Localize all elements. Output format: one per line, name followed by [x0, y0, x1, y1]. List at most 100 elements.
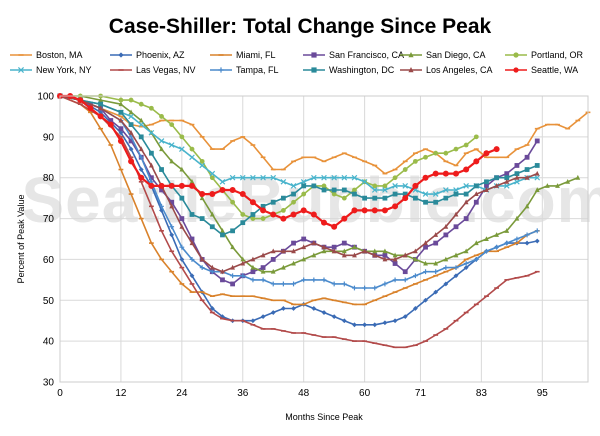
data-point	[372, 195, 378, 201]
data-point	[229, 186, 236, 193]
data-point	[138, 174, 145, 181]
x-tick-label: 24	[176, 388, 188, 399]
data-point	[534, 170, 540, 176]
data-point	[300, 207, 307, 214]
data-point	[260, 314, 266, 320]
data-point	[118, 52, 124, 58]
data-point	[178, 182, 185, 189]
data-point	[402, 314, 408, 320]
data-point	[220, 277, 225, 283]
data-point	[128, 146, 134, 152]
data-point	[443, 265, 449, 270]
data-point	[524, 232, 530, 238]
data-point	[463, 261, 469, 266]
data-point	[158, 182, 165, 189]
data-point	[189, 179, 195, 184]
data-point	[311, 67, 317, 73]
data-point	[443, 256, 449, 262]
data-point	[159, 203, 164, 209]
y-tick-label: 100	[37, 92, 54, 103]
data-point	[250, 277, 256, 283]
data-point	[423, 240, 428, 246]
data-point	[189, 240, 195, 246]
data-point	[280, 215, 287, 222]
data-point	[473, 240, 479, 246]
data-point	[442, 170, 449, 177]
data-point	[392, 318, 398, 324]
data-point	[169, 158, 175, 164]
series-san-diego-ca	[57, 93, 581, 274]
data-point	[138, 167, 144, 172]
x-tick-label: 83	[476, 388, 488, 399]
data-point	[219, 178, 226, 185]
data-point	[493, 146, 500, 153]
data-point	[311, 183, 317, 189]
data-point	[169, 224, 175, 230]
series-las-vegas-nv	[57, 95, 540, 349]
data-point	[514, 174, 520, 180]
data-point	[433, 199, 439, 205]
data-point	[341, 174, 348, 181]
data-point	[412, 256, 418, 262]
data-point	[443, 195, 449, 201]
data-point	[159, 114, 164, 119]
data-point	[504, 171, 510, 177]
data-point	[463, 248, 469, 254]
data-point	[514, 163, 520, 168]
data-point	[433, 260, 439, 266]
data-point	[392, 175, 398, 181]
data-point	[443, 150, 449, 156]
data-point	[209, 224, 215, 230]
data-point	[230, 244, 236, 250]
data-point	[321, 219, 327, 226]
data-point	[473, 134, 479, 140]
data-point	[301, 277, 307, 283]
data-point	[280, 306, 286, 311]
y-tick-label: 50	[43, 296, 55, 307]
data-point	[240, 256, 246, 262]
data-point	[280, 281, 286, 287]
data-point	[463, 142, 469, 148]
data-point	[423, 154, 428, 160]
data-point	[392, 252, 398, 258]
data-point	[291, 199, 296, 205]
data-point	[382, 281, 388, 287]
data-point	[382, 248, 388, 254]
data-point	[331, 223, 338, 230]
data-point	[77, 97, 84, 104]
data-point	[209, 306, 215, 311]
y-tick-label: 70	[43, 214, 55, 225]
data-point	[453, 252, 459, 258]
data-point	[148, 105, 154, 111]
data-point	[260, 174, 266, 181]
data-point	[179, 223, 185, 229]
data-point	[392, 261, 398, 266]
data-point	[321, 183, 327, 189]
data-point	[179, 146, 185, 152]
data-point	[352, 191, 357, 197]
data-point	[484, 179, 489, 185]
data-point	[341, 252, 347, 258]
data-point	[463, 265, 469, 270]
data-point	[239, 191, 246, 198]
data-point	[352, 244, 357, 250]
data-point	[260, 203, 266, 209]
data-point	[504, 175, 510, 181]
data-point	[230, 264, 236, 270]
data-point	[463, 216, 469, 221]
legend-item: Las Vegas, NV	[110, 65, 196, 75]
data-point	[260, 277, 266, 283]
data-point	[372, 252, 378, 258]
data-point	[98, 97, 104, 103]
data-point	[148, 150, 154, 156]
legend-item: Washington, DC	[303, 65, 395, 75]
legend-label: Washington, DC	[329, 65, 395, 75]
data-point	[169, 232, 175, 238]
data-point	[443, 187, 449, 193]
data-point	[514, 215, 520, 221]
data-point	[240, 212, 246, 217]
data-point	[352, 322, 357, 328]
data-point	[331, 191, 337, 197]
data-point	[128, 122, 134, 127]
